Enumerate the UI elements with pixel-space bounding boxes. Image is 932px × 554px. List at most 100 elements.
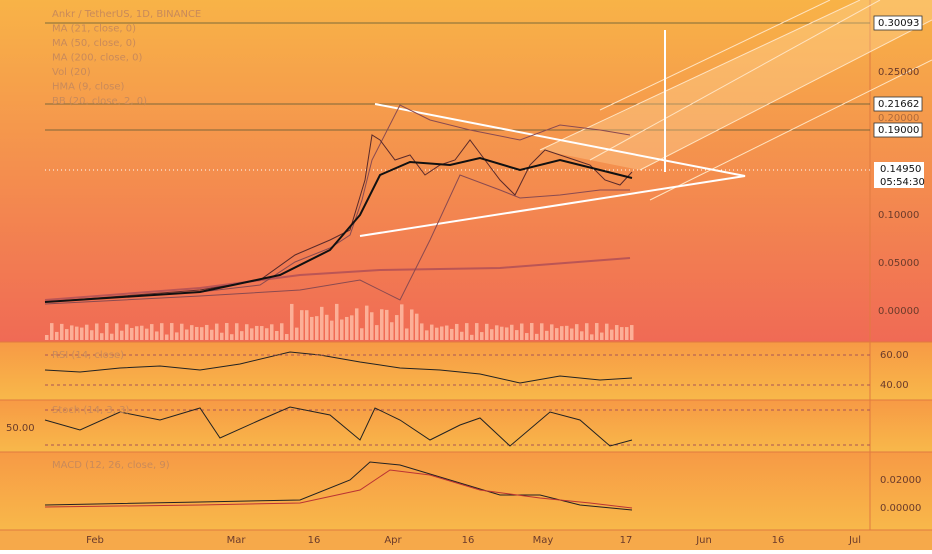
bb-lower bbox=[44, 174, 630, 305]
volume-bar bbox=[360, 328, 364, 340]
volume-bar bbox=[110, 333, 114, 340]
volume-bar bbox=[320, 306, 324, 340]
volume-bar bbox=[240, 331, 244, 340]
price-label-box bbox=[873, 122, 923, 138]
volume-bar bbox=[275, 331, 279, 340]
volume-bar bbox=[45, 335, 49, 340]
volume-bar bbox=[245, 324, 249, 340]
volume-bar bbox=[185, 329, 189, 340]
volume-bar bbox=[420, 323, 424, 340]
volume-bar bbox=[515, 330, 519, 340]
volume-bar bbox=[595, 323, 599, 340]
volume-bars bbox=[45, 303, 634, 340]
time-tick: 16 bbox=[308, 535, 321, 546]
volume-bar bbox=[445, 325, 449, 340]
horizontal-levels bbox=[45, 22, 870, 131]
volume-bar bbox=[545, 330, 549, 340]
price-label: 0.30093 bbox=[878, 18, 919, 29]
time-tick: 16 bbox=[462, 535, 475, 546]
volume-bar bbox=[70, 325, 74, 340]
volume-bar bbox=[555, 328, 559, 340]
volume-bar bbox=[285, 334, 289, 340]
stoch-k bbox=[44, 406, 633, 447]
volume-bar bbox=[610, 329, 614, 340]
rsi-pane bbox=[0, 342, 932, 400]
macd-line bbox=[44, 461, 633, 511]
volume-bar bbox=[215, 323, 219, 340]
macd-signal bbox=[44, 469, 633, 509]
volume-bar bbox=[270, 324, 274, 340]
time-tick: 17 bbox=[620, 535, 633, 546]
stoch-title: Stoch (14, 3, 3) bbox=[52, 405, 129, 416]
volume-bar bbox=[105, 323, 109, 340]
stoch-tick: 50.00 bbox=[6, 423, 35, 434]
volume-bar bbox=[405, 328, 409, 340]
pane-separators bbox=[0, 0, 932, 531]
volume-bar bbox=[180, 323, 184, 340]
volume-bar bbox=[620, 327, 624, 340]
volume-bar bbox=[470, 334, 474, 340]
volume-bar bbox=[615, 325, 619, 340]
volume-bar bbox=[435, 327, 439, 340]
macd-tick: 0.00000 bbox=[880, 503, 921, 514]
volume-bar bbox=[235, 323, 239, 340]
time-tick: May bbox=[533, 535, 554, 546]
last-price: 0.14950 bbox=[880, 164, 921, 175]
volume-bar bbox=[330, 320, 334, 340]
volume-bar bbox=[165, 334, 169, 340]
volume-bar bbox=[370, 312, 374, 340]
volume-bar bbox=[355, 308, 359, 340]
volume-bar bbox=[335, 303, 339, 340]
volume-bar bbox=[585, 323, 589, 340]
volume-bar bbox=[375, 325, 379, 340]
volume-bar bbox=[280, 323, 284, 340]
volume-bar bbox=[630, 325, 634, 340]
volume-bar bbox=[455, 323, 459, 340]
volume-bar bbox=[590, 334, 594, 340]
price-tick: 0.10000 bbox=[878, 210, 919, 221]
volume-bar bbox=[75, 326, 79, 340]
volume-bar bbox=[160, 323, 164, 340]
volume-bar bbox=[625, 327, 629, 340]
legend-item: BB (20, close, 2, 0) bbox=[52, 96, 147, 107]
volume-bar bbox=[385, 309, 389, 340]
volume-bar bbox=[580, 331, 584, 340]
legend-item: Vol (20) bbox=[52, 67, 91, 78]
volume-bar bbox=[50, 323, 54, 340]
volume-bar bbox=[440, 326, 444, 340]
volume-bar bbox=[575, 324, 579, 340]
volume-bar bbox=[195, 326, 199, 340]
volume-bar bbox=[365, 305, 369, 340]
price-tick: 0.00000 bbox=[878, 306, 919, 317]
volume-bar bbox=[480, 332, 484, 340]
last-price-box bbox=[874, 162, 924, 188]
volume-bar bbox=[310, 316, 314, 340]
volume-bar bbox=[305, 310, 309, 340]
volume-bar bbox=[265, 328, 269, 340]
volume-bar bbox=[80, 327, 84, 340]
triangle bbox=[359, 103, 746, 237]
volume-bar bbox=[400, 304, 404, 340]
ma-21 bbox=[44, 156, 633, 303]
macd-tick: 0.02000 bbox=[880, 475, 921, 486]
rsi-title: RSI (14, close) bbox=[52, 350, 124, 361]
volume-bar bbox=[295, 327, 299, 340]
volume-bar bbox=[225, 323, 229, 340]
volume-bar bbox=[410, 309, 414, 340]
volume-bar bbox=[205, 324, 209, 340]
volume-bar bbox=[500, 326, 504, 340]
volume-bar bbox=[85, 324, 89, 340]
macd-title: MACD (12, 26, close, 9) bbox=[52, 460, 170, 471]
volume-bar bbox=[510, 324, 514, 340]
volume-bar bbox=[560, 326, 564, 340]
legend-item: Ankr / TetherUS, 1D, BINANCE bbox=[52, 9, 201, 20]
volume-bar bbox=[465, 323, 469, 340]
volume-bar bbox=[220, 332, 224, 340]
volume-bar bbox=[90, 330, 94, 340]
volume-bar bbox=[600, 332, 604, 340]
pitchfork bbox=[540, 0, 932, 170]
volume-bar bbox=[460, 331, 464, 340]
volume-bar bbox=[475, 323, 479, 340]
volume-bar bbox=[65, 329, 69, 340]
